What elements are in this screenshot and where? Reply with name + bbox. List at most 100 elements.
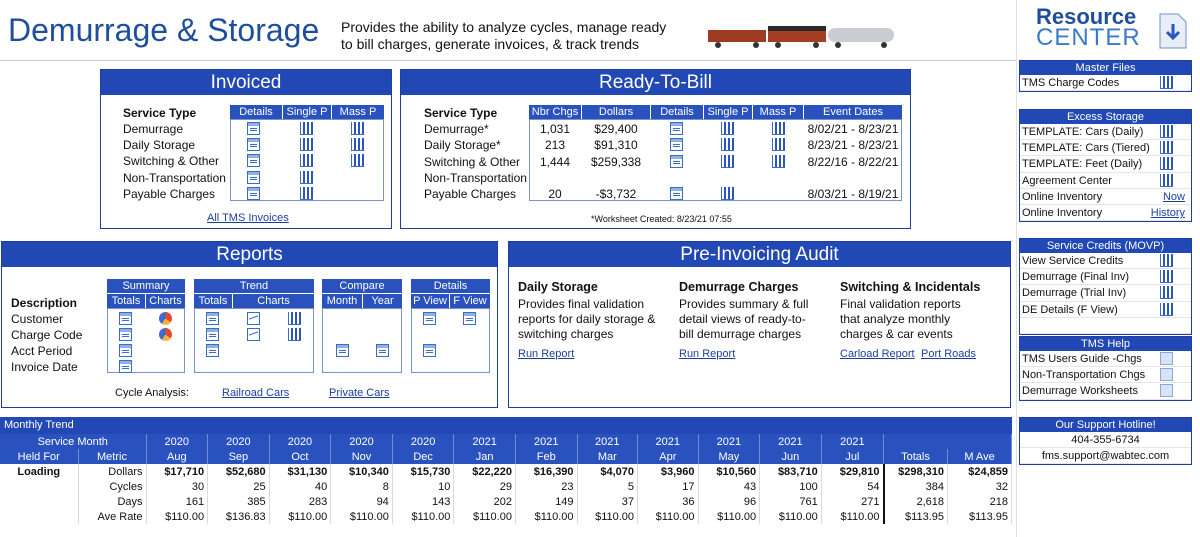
totals-table-icon[interactable] — [119, 344, 132, 357]
port-roads-link[interactable]: Port Roads — [921, 348, 977, 360]
report-icon[interactable] — [1160, 286, 1173, 300]
resource-section-title: Excess Storage — [1020, 110, 1191, 124]
resource-item[interactable]: TMS Charge Codes — [1020, 75, 1191, 92]
invoiced-panel: Invoiced Service Type Details Single P M… — [100, 69, 392, 229]
run-report-link[interactable]: Run Report — [679, 348, 736, 360]
metric-label: Metric — [78, 449, 147, 464]
mass-print-icon[interactable] — [772, 154, 785, 168]
document-icon[interactable] — [1160, 368, 1173, 382]
p-view-icon[interactable] — [423, 312, 436, 325]
trend-table-icon[interactable] — [206, 312, 219, 325]
all-tms-invoices-link[interactable]: All TMS Invoices — [207, 212, 289, 224]
report-icon[interactable] — [1160, 141, 1173, 155]
single-print-icon[interactable] — [721, 154, 734, 168]
pie-chart-icon[interactable] — [159, 328, 172, 341]
resource-item[interactable]: Demurrage (Trial Inv) — [1020, 285, 1191, 302]
single-print-icon[interactable] — [300, 171, 313, 184]
pie-chart-icon[interactable] — [159, 312, 172, 325]
download-document-icon[interactable] — [1156, 12, 1190, 50]
report-icon[interactable] — [1160, 76, 1173, 89]
resource-item[interactable] — [1020, 318, 1191, 334]
rtb-dollars: $29,400 — [594, 122, 638, 136]
details-table-icon[interactable] — [247, 171, 260, 184]
description-line-1: Provides the ability to analyze cycles, … — [341, 19, 667, 35]
trend-value: 385 — [207, 494, 270, 509]
single-print-icon[interactable] — [721, 138, 734, 152]
resource-item[interactable]: Agreement Center — [1020, 173, 1191, 189]
cycle-analysis-label: Cycle Analysis: — [115, 387, 189, 399]
railroad-cars-link[interactable]: Railroad Cars — [222, 387, 290, 399]
resource-item-link[interactable]: History — [1150, 206, 1185, 219]
single-print-icon[interactable] — [300, 122, 313, 135]
compare-month-icon[interactable] — [336, 344, 349, 357]
page-title: Demurrage & Storage — [8, 12, 320, 48]
run-report-link[interactable]: Run Report — [518, 348, 575, 360]
details-table-icon[interactable] — [247, 187, 260, 200]
resource-item[interactable]: Online Inventory Now — [1020, 189, 1191, 205]
mass-print-icon[interactable] — [772, 122, 785, 135]
single-print-icon[interactable] — [300, 138, 313, 151]
report-icon[interactable] — [1160, 157, 1173, 171]
resource-item[interactable]: DE Details (F View) — [1020, 302, 1191, 318]
line-chart-icon[interactable] — [247, 328, 260, 341]
f-view-icon[interactable] — [463, 312, 476, 325]
mass-print-icon[interactable] — [351, 154, 364, 167]
details-table-icon[interactable] — [670, 154, 683, 168]
bar-chart-icon[interactable] — [288, 312, 301, 325]
single-print-icon[interactable] — [721, 122, 734, 135]
resource-item[interactable]: View Service Credits — [1020, 253, 1191, 270]
private-cars-link[interactable]: Private Cars — [329, 387, 390, 399]
report-icon[interactable] — [1160, 173, 1173, 187]
mass-print-icon[interactable] — [351, 122, 364, 135]
col-dollars: Dollars — [582, 105, 650, 119]
trend-value: $31,130 — [269, 464, 332, 479]
year-header: 2020 — [330, 434, 393, 449]
report-icon[interactable] — [1160, 302, 1173, 316]
totals-table-icon[interactable] — [119, 328, 132, 341]
invoiced-row: Non-Transportation — [123, 171, 226, 185]
single-print-icon[interactable] — [300, 154, 313, 167]
resource-item-link[interactable]: Now — [1162, 190, 1185, 203]
bar-chart-icon[interactable] — [288, 328, 301, 341]
resource-item[interactable]: TEMPLATE: Cars (Daily) — [1020, 124, 1191, 141]
col-details: Details — [651, 105, 703, 119]
report-icon[interactable] — [1160, 270, 1173, 284]
report-icon[interactable] — [1160, 254, 1173, 267]
details-table-icon[interactable] — [670, 122, 683, 135]
document-icon[interactable] — [1160, 384, 1173, 398]
resource-item[interactable]: Non-Transportation Chgs — [1020, 367, 1191, 384]
resource-item[interactable]: Online Inventory History — [1020, 205, 1191, 222]
resource-section: Service Credits (MOVP) View Service Credi… — [1019, 238, 1192, 335]
month-header: Sep — [207, 449, 270, 464]
details-table-icon[interactable] — [670, 187, 683, 201]
mass-print-icon[interactable] — [772, 138, 785, 152]
resource-item[interactable]: Demurrage (Final Inv) — [1020, 269, 1191, 286]
compare-year-icon[interactable] — [376, 344, 389, 357]
totals-table-icon[interactable] — [119, 360, 132, 373]
trend-table-icon[interactable] — [206, 328, 219, 341]
single-print-icon[interactable] — [721, 187, 734, 201]
resource-item[interactable]: fms.support@wabtec.com — [1020, 448, 1191, 465]
mass-print-icon[interactable] — [351, 138, 364, 151]
totals-table-icon[interactable] — [119, 312, 132, 325]
resource-item[interactable]: 404-355-6734 — [1020, 432, 1191, 449]
document-icon[interactable] — [1160, 352, 1173, 365]
details-table-icon[interactable] — [670, 138, 683, 152]
invoiced-title: Invoiced — [101, 70, 391, 95]
carload-report-link[interactable]: Carload Report — [840, 348, 915, 360]
trend-table-icon[interactable] — [206, 344, 219, 357]
details-table-icon[interactable] — [247, 122, 260, 135]
line-chart-icon[interactable] — [247, 312, 260, 325]
month-header: Apr — [637, 449, 699, 464]
col-nbr-chgs: Nbr Chgs — [529, 105, 581, 119]
details-table-icon[interactable] — [247, 138, 260, 151]
p-view-icon[interactable] — [423, 344, 436, 357]
resource-item[interactable]: TEMPLATE: Feet (Daily) — [1020, 156, 1191, 173]
details-table-icon[interactable] — [247, 154, 260, 167]
group-details: Details — [411, 279, 490, 293]
resource-item[interactable]: TMS Users Guide -Chgs — [1020, 351, 1191, 368]
resource-item[interactable]: Demurrage Worksheets — [1020, 383, 1191, 400]
report-icon[interactable] — [1160, 125, 1173, 138]
resource-item[interactable]: TEMPLATE: Cars (Tiered) — [1020, 140, 1191, 157]
single-print-icon[interactable] — [300, 187, 313, 200]
